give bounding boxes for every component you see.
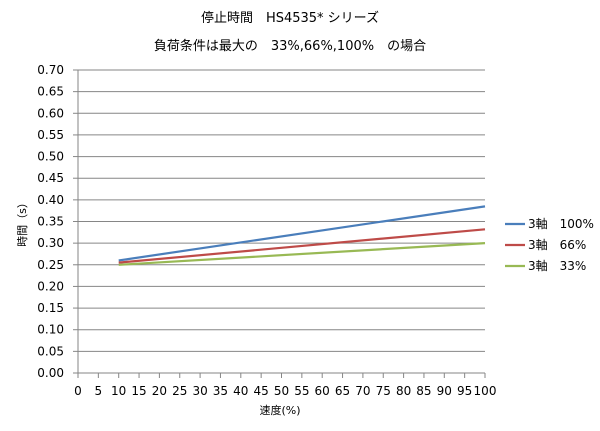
x-tick-labels: 0 5 10 15 20 25 30 35 40 45 50 55 60 65 70 75 80 85 90 95 10…: [74, 384, 496, 398]
y-tick-label: 0.00: [37, 366, 64, 380]
x-tick-label: 80: [396, 384, 411, 398]
y-tick-label: 0.40: [37, 193, 64, 207]
x-tick-label: 100: [474, 384, 497, 398]
x-tick-label: 5: [95, 384, 103, 398]
legend: 3軸 100% 3軸 66% 3軸 33%: [505, 217, 594, 273]
x-tick-label: 20: [152, 384, 167, 398]
y-tick-label: 0.65: [37, 85, 64, 99]
x-tick-label: 90: [437, 384, 452, 398]
y-tick-label: 0.15: [37, 301, 64, 315]
y-tick-label: 0.30: [37, 236, 64, 250]
x-tick-label: 40: [233, 384, 248, 398]
y-tick-label: 0.60: [37, 106, 64, 120]
x-tick-label: 60: [315, 384, 330, 398]
x-tick-label: 45: [254, 384, 269, 398]
x-tick-label: 50: [274, 384, 289, 398]
x-tick-label: 55: [294, 384, 309, 398]
x-tick-label: 75: [376, 384, 391, 398]
y-tick-label: 0.35: [37, 215, 64, 229]
x-tick-label: 65: [335, 384, 350, 398]
axes: [77, 70, 486, 378]
y-tick-label: 0.50: [37, 150, 64, 164]
y-tick-label: 0.55: [37, 128, 64, 142]
x-tick-label: 95: [457, 384, 472, 398]
y-tick-label: 0.45: [37, 171, 64, 185]
y-axis-label: 時間（s）: [16, 197, 29, 247]
legend-label-2: 3軸 33%: [528, 259, 586, 273]
y-tick-label: 0.20: [37, 279, 64, 293]
y-tick-label: 0.10: [37, 323, 64, 337]
x-tick-label: 85: [416, 384, 431, 398]
chart-title: 停止時間 HS4535* シリーズ: [201, 10, 379, 26]
series-line-1: [118, 228, 486, 264]
x-tick-label: 35: [213, 384, 228, 398]
series-lines: [118, 205, 486, 266]
chart-subtitle: 負荷条件は最大の 33%,66%,100% の場合: [154, 38, 426, 54]
y-tick-labels: 0.00 0.05 0.10 0.15 0.20 0.25 0.30 0.35 0.40 0.45…: [37, 63, 64, 380]
series-line-2: [118, 242, 486, 266]
y-tick-label: 0.70: [37, 63, 64, 77]
grid-lines: [73, 69, 485, 374]
x-tick-label: 25: [172, 384, 187, 398]
y-tick-label: 0.05: [37, 344, 64, 358]
x-tick-label: 30: [192, 384, 207, 398]
legend-label-1: 3軸 66%: [528, 238, 586, 252]
y-tick-label: 0.25: [37, 258, 64, 272]
x-tick-label: 15: [131, 384, 146, 398]
x-axis-label: 速度(%): [259, 403, 300, 417]
legend-label-0: 3軸 100%: [528, 217, 594, 231]
series-line-0: [118, 205, 486, 262]
x-tick-label: 70: [355, 384, 370, 398]
x-tick-label: 0: [74, 384, 82, 398]
x-tick-label: 10: [111, 384, 126, 398]
